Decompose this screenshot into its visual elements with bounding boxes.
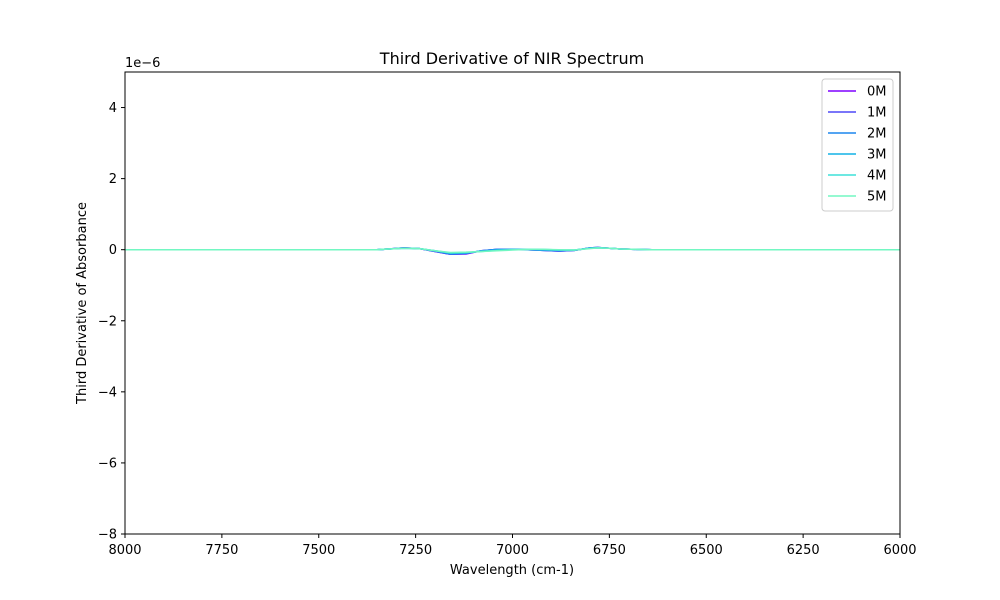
x-tick-label: 7250 — [399, 543, 432, 558]
y-tick-label: 0 — [109, 243, 117, 258]
legend-label-4m: 4M — [867, 169, 887, 184]
chart-title: Third Derivative of NIR Spectrum — [379, 49, 644, 68]
legend-label-5m: 5M — [867, 190, 887, 205]
y-tick-label: −6 — [98, 456, 117, 471]
legend-label-3m: 3M — [867, 148, 887, 163]
y-tick-label: −4 — [98, 385, 117, 400]
y-tick-label: 2 — [109, 172, 117, 187]
x-axis: 8000 7750 7500 7250 7000 6750 6500 6250 6000 — [108, 534, 917, 558]
x-tick-label: 6250 — [787, 543, 820, 558]
legend-label-2m: 2M — [867, 127, 887, 142]
x-tick-label: 7750 — [205, 543, 238, 558]
x-tick-label: 7500 — [302, 543, 335, 558]
y-tick-label: −2 — [98, 314, 117, 329]
x-tick-label: 6000 — [883, 543, 916, 558]
x-tick-label: 7000 — [496, 543, 529, 558]
x-tick-label: 8000 — [108, 543, 141, 558]
y-tick-label: 4 — [109, 101, 117, 116]
series-line-5m — [125, 247, 900, 254]
legend-label-0m: 0M — [867, 85, 887, 100]
y-axis-label: Third Derivative of Absorbance — [75, 202, 90, 405]
legend-label-1m: 1M — [867, 106, 887, 121]
y-tick-label: −8 — [98, 528, 117, 543]
series-layer — [125, 246, 900, 256]
y-axis: 4 2 0 −2 −4 −6 −8 — [98, 101, 125, 543]
x-tick-label: 6750 — [593, 543, 626, 558]
x-axis-label: Wavelength (cm-1) — [450, 563, 574, 578]
legend: 0M 1M 2M 3M 4M 5M — [821, 78, 894, 212]
x-tick-label: 6500 — [690, 543, 723, 558]
y-offset-text: 1e−6 — [125, 56, 160, 71]
